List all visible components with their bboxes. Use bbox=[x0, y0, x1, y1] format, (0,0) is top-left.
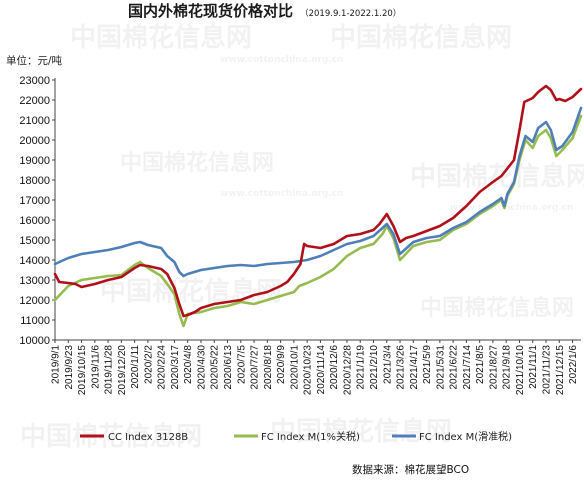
watermark-text: 中国棉花信息网 bbox=[70, 22, 252, 53]
x-tick-label: 2019/11/28 bbox=[104, 345, 115, 395]
x-tick-label: 2021/5/9 bbox=[422, 345, 433, 384]
x-tick-label: 2019/9/1 bbox=[51, 345, 62, 384]
x-tick-label: 2020/7/5 bbox=[236, 345, 247, 384]
x-tick-label: 2020/4/8 bbox=[183, 345, 194, 384]
x-tick-label: 2021/11/1 bbox=[528, 345, 539, 389]
watermark-url: www.cottonchina.org.cn bbox=[220, 189, 343, 199]
series-layer bbox=[53, 84, 583, 328]
y-tick-label: 11000 bbox=[20, 315, 50, 327]
x-tick-label: 2020/2/2 bbox=[143, 345, 154, 384]
y-tick-label: 18000 bbox=[19, 175, 50, 187]
y-tick-label: 23000 bbox=[19, 75, 50, 87]
watermark-text: 中国棉花信息网 bbox=[20, 421, 202, 452]
unit-label: 单位：元/吨 bbox=[6, 54, 63, 67]
series-line-cc bbox=[53, 84, 583, 318]
watermark-text: 中国棉花信息网 bbox=[420, 295, 574, 321]
y-tick-label: 15000 bbox=[19, 235, 50, 247]
watermark-text: 中国棉花信息网 bbox=[330, 22, 512, 53]
x-tick-label: 2020/8/18 bbox=[263, 345, 274, 390]
chart-title-main: 国内外棉花现货价格对比 bbox=[128, 2, 293, 20]
x-tick-label: 2021/5/31 bbox=[435, 345, 446, 390]
y-tick-label: 20000 bbox=[19, 135, 50, 147]
watermark-text: 中国棉花信息网 bbox=[410, 161, 584, 192]
x-tick-label: 2021/9/18 bbox=[502, 345, 513, 390]
y-tick-label: 19000 bbox=[19, 155, 50, 167]
x-tick-label: 2021/1/19 bbox=[356, 345, 367, 390]
x-tick-label: 2019/10/15 bbox=[77, 345, 88, 395]
legend-label-fcs: FC Index M(滑准税) bbox=[419, 430, 512, 443]
x-tick-label: 2021/3/4 bbox=[382, 345, 393, 384]
x-tick-label: 2020/5/22 bbox=[210, 345, 221, 390]
y-tick-label: 17000 bbox=[19, 195, 50, 207]
x-tick-label: 2020/10/1 bbox=[289, 345, 300, 390]
x-tick-label: 2020/9/9 bbox=[276, 345, 287, 384]
x-tick-label: 2020/1/11 bbox=[130, 345, 141, 389]
x-tick-label: 2021/8/27 bbox=[488, 345, 499, 390]
legend: CC Index 3128B FC Index M(1%关税) FC Index… bbox=[80, 430, 512, 443]
y-tick-label: 22000 bbox=[19, 95, 50, 107]
chart-title-range: （2019.9.1-2022.1.20） bbox=[300, 8, 401, 19]
x-tick-label: 2020/11/14 bbox=[316, 345, 327, 395]
watermark-text: 中国棉花信息网 bbox=[270, 416, 452, 447]
x-tick-label: 2021/7/14 bbox=[462, 345, 473, 390]
x-tick-label: 2020/6/13 bbox=[223, 345, 234, 390]
x-tick-label: 2021/11/23 bbox=[542, 345, 553, 395]
legend-item-fcs: FC Index M(滑准税) bbox=[392, 430, 512, 443]
x-tick-label: 2021/2/10 bbox=[369, 345, 380, 390]
x-tick-label: 2020/2/24 bbox=[157, 345, 168, 390]
watermark-url: www.cottonchina.org.cn bbox=[450, 203, 573, 213]
x-tick-label: 2019/11/6 bbox=[90, 345, 101, 389]
y-tick-label: 14000 bbox=[19, 255, 50, 267]
x-tick-label: 2019/12/20 bbox=[117, 345, 128, 395]
x-tick-label: 2020/7/27 bbox=[250, 345, 261, 390]
legend-item-fc1: FC Index M(1%关税) bbox=[234, 430, 360, 443]
legend-label-fc1: FC Index M(1%关税) bbox=[261, 430, 360, 443]
y-tick-label: 13000 bbox=[19, 275, 50, 287]
watermark-layer: 中国棉花信息网 中国棉花信息网 中国棉花信息网 中国棉花信息网 中国棉花信息网 … bbox=[20, 22, 584, 452]
x-tick-label: 2019/9/23 bbox=[64, 345, 75, 390]
y-tick-label: 10000 bbox=[19, 335, 50, 347]
y-tick-label: 21000 bbox=[19, 115, 50, 127]
legend-item-cc: CC Index 3128B bbox=[80, 432, 188, 443]
x-tick-label: 2021/4/17 bbox=[409, 345, 420, 390]
y-tick-label: 12000 bbox=[19, 295, 50, 307]
x-tick-label: 2021/8/5 bbox=[475, 345, 486, 384]
data-source: 数据来源：棉花展望BCO bbox=[352, 463, 469, 476]
watermark-text: 中国棉花信息网 bbox=[100, 276, 282, 307]
x-tick-label: 2021/12/15 bbox=[555, 345, 566, 395]
x-tick-label: 2021/3/26 bbox=[396, 345, 407, 390]
x-tick-label: 2020/3/17 bbox=[170, 345, 181, 390]
series-line-fcs bbox=[53, 106, 583, 278]
y-tick-label: 16000 bbox=[19, 215, 50, 227]
x-tick-label: 2022/1/6 bbox=[568, 345, 579, 384]
x-tick-label: 2020/4/30 bbox=[196, 345, 207, 390]
watermark-url: www.cottonchina.org.cn bbox=[220, 55, 343, 65]
x-tick-label: 2020/12/6 bbox=[329, 345, 340, 390]
axes: 10000 11000 12000 13000 14000 15000 16000 17000… bbox=[19, 75, 581, 395]
x-tick-label: 2020/12/28 bbox=[342, 345, 353, 395]
x-tick-label: 2021/10/10 bbox=[515, 345, 526, 395]
chart-title: 国内外棉花现货价格对比 （2019.9.1-2022.1.20） bbox=[128, 1, 401, 20]
legend-label-cc: CC Index 3128B bbox=[108, 432, 188, 443]
x-tick-label: 2021/6/22 bbox=[449, 345, 460, 390]
x-tick-label: 2020/10/23 bbox=[303, 345, 314, 395]
watermark-text: 中国棉花信息网 bbox=[120, 150, 274, 176]
